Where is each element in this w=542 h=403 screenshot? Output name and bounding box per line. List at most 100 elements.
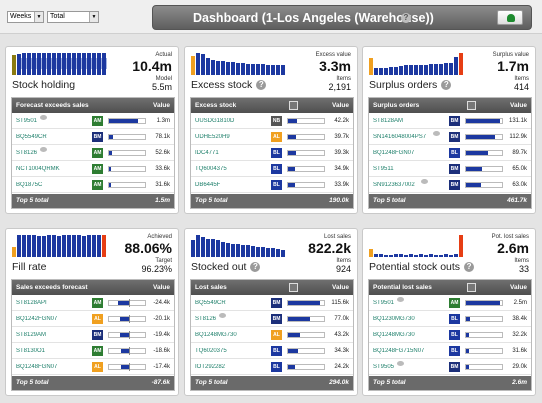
edit-icon[interactable] [289, 101, 298, 110]
comment-icon[interactable] [40, 147, 47, 152]
spark-bar [454, 254, 458, 257]
value-bar-fill [466, 151, 488, 155]
item-code-link[interactable]: ST8126 [16, 150, 38, 156]
comment-icon[interactable] [219, 313, 226, 318]
item-code-link[interactable]: ST8128API [16, 300, 47, 306]
table-header: Surplus orders Value [369, 98, 531, 113]
table-row[interactable]: UDHE520H9 AL 39.7k [191, 129, 353, 145]
trend-sparkline[interactable] [12, 235, 107, 257]
item-code-link[interactable]: SN9123637002 [373, 182, 415, 188]
item-code-link[interactable]: BQ1242FGN07 [16, 316, 58, 322]
help-icon[interactable]: ? [256, 80, 267, 90]
item-code-link[interactable]: DB6445F [195, 182, 221, 188]
table-row[interactable]: ST9501 AM 2.5m [369, 295, 531, 311]
table-row[interactable]: IDC4771 BL 39.3k [191, 145, 353, 161]
table-row[interactable]: IOT292282 BL 24.2k [191, 359, 353, 375]
period-select[interactable]: Weeks ▼ [7, 11, 44, 23]
table-row[interactable]: NCT1004QRMK AM 33.6k [12, 161, 174, 177]
value-column-header[interactable]: Value [510, 102, 527, 109]
value-column-header[interactable]: Value [510, 284, 527, 291]
table-row[interactable]: BQ5549CR BM 115.6k [191, 295, 353, 311]
value-bar-fill [466, 135, 495, 139]
value-column-header[interactable]: Value [332, 102, 349, 109]
item-code-link[interactable]: ST8129AM [16, 332, 47, 338]
trend-sparkline[interactable] [369, 53, 464, 75]
item-code-link[interactable]: TQ6020375 [195, 348, 227, 354]
help-icon[interactable]: ? [250, 262, 261, 272]
table-row[interactable]: SN1416048004PS7 BM 112.9k [369, 129, 531, 145]
item-code-link[interactable]: BQ1248FG715N07 [373, 348, 425, 354]
trend-sparkline[interactable] [369, 235, 464, 257]
user-button[interactable] [497, 10, 523, 25]
item-code-link[interactable]: BQ1248FGN07 [373, 150, 415, 156]
item-code-link[interactable]: ST9505 [373, 364, 395, 370]
item-code-link[interactable]: ST9501 [16, 118, 38, 124]
item-code-link[interactable]: UUSDG1810D [195, 118, 235, 124]
value-column-header[interactable]: Value [153, 284, 170, 291]
table-row[interactable]: UUSDG1810D NB 42.2k [191, 113, 353, 129]
footer-label: Top 5 total [373, 197, 406, 204]
item-code-link[interactable]: BQ5549CR [195, 300, 226, 306]
edit-icon[interactable] [467, 283, 476, 292]
value-column-header[interactable]: Value [332, 284, 349, 291]
table-row[interactable]: ST9501 AM 1.3m [12, 113, 174, 129]
table-row[interactable]: BQ1248FGN07 AL -17.4k [12, 359, 174, 375]
table-row[interactable]: BQ5549CR BM 78.1k [12, 129, 174, 145]
table-row[interactable]: ST8129AM BM -19.4k [12, 327, 174, 343]
scope-select[interactable]: Total ▼ [47, 11, 99, 23]
spark-bar [52, 235, 56, 257]
table-row[interactable]: ST9511 BM 65.0k [369, 161, 531, 177]
item-code-link[interactable]: ST8126 [195, 316, 217, 322]
table-row[interactable]: BQ1248MG730 AL 43.2k [191, 327, 353, 343]
table-row[interactable]: ST8130O1 AM -18.6k [12, 343, 174, 359]
item-code-link[interactable]: SN1416048004PS7 [373, 134, 427, 140]
item-code-link[interactable]: ST9511 [373, 166, 394, 172]
table-row[interactable]: TQ6004375 BL 34.9k [191, 161, 353, 177]
table-row[interactable]: BQ1248FG715N07 BL 31.6k [369, 343, 531, 359]
trend-sparkline[interactable] [191, 235, 286, 257]
item-code-link[interactable]: BQ1248MG730 [195, 332, 237, 338]
table-row[interactable]: BQ1875C AM 31.6k [12, 177, 174, 193]
item-code-link[interactable]: BQ1230MG730 [373, 316, 415, 322]
comment-icon[interactable] [433, 131, 440, 136]
item-code-link[interactable]: UDHE520H9 [195, 134, 230, 140]
item-code-link[interactable]: ST8128AM [373, 118, 404, 124]
item-code-link[interactable]: BQ1248FGN07 [16, 364, 58, 370]
table-row[interactable]: SN9123637002 BM 63.0k [369, 177, 531, 193]
trend-sparkline[interactable] [12, 53, 107, 75]
help-icon[interactable]: ? [401, 13, 411, 23]
comment-icon[interactable] [397, 361, 404, 366]
panel-excess-stock: Excess value 3.3m Items 2,191 Excess sto… [184, 46, 358, 214]
table-row[interactable]: TQ6020375 BL 34.3k [191, 343, 353, 359]
help-icon[interactable]: ? [441, 80, 452, 90]
help-icon[interactable]: ? [464, 262, 475, 272]
item-code-link[interactable]: NCT1004QRMK [16, 166, 60, 172]
comment-icon[interactable] [397, 297, 404, 302]
table-row[interactable]: ST8126 AM 52.6k [12, 145, 174, 161]
value-column-header[interactable]: Value [153, 102, 170, 109]
edit-icon[interactable] [289, 283, 298, 292]
item-code-link[interactable]: BQ5549CR [16, 134, 47, 140]
row-value: 34.9k [334, 166, 349, 172]
item-code-link[interactable]: ST9501 [373, 300, 395, 306]
item-code-link[interactable]: TQ6004375 [195, 166, 227, 172]
table-row[interactable]: BQ1230MG730 BL 38.4k [369, 311, 531, 327]
table-row[interactable]: DB6445F BL 33.9k [191, 177, 353, 193]
table-row[interactable]: BQ1248MG730 BL 32.2k [369, 327, 531, 343]
edit-icon[interactable] [467, 101, 476, 110]
table-row[interactable]: ST8126 BM 77.0k [191, 311, 353, 327]
table-row[interactable]: BQ1242FGN07 AL -20.1k [12, 311, 174, 327]
item-code-link[interactable]: ST8130O1 [16, 348, 46, 354]
item-code-link[interactable]: BQ1875C [16, 182, 43, 188]
item-code-link[interactable]: BQ1248MG730 [373, 332, 415, 338]
table-row[interactable]: ST8128AM BM 131.1k [369, 113, 531, 129]
comment-icon[interactable] [421, 179, 428, 184]
trend-sparkline[interactable] [191, 53, 286, 75]
table-row[interactable]: BQ1248FGN07 BL 89.7k [369, 145, 531, 161]
comment-icon[interactable] [40, 115, 47, 120]
item-code-link[interactable]: IOT292282 [195, 364, 226, 370]
value-bar-fill [288, 135, 296, 139]
item-code-link[interactable]: IDC4771 [195, 150, 219, 156]
table-row[interactable]: ST9505 BM 29.0k [369, 359, 531, 375]
table-row[interactable]: ST8128API AM -24.4k [12, 295, 174, 311]
